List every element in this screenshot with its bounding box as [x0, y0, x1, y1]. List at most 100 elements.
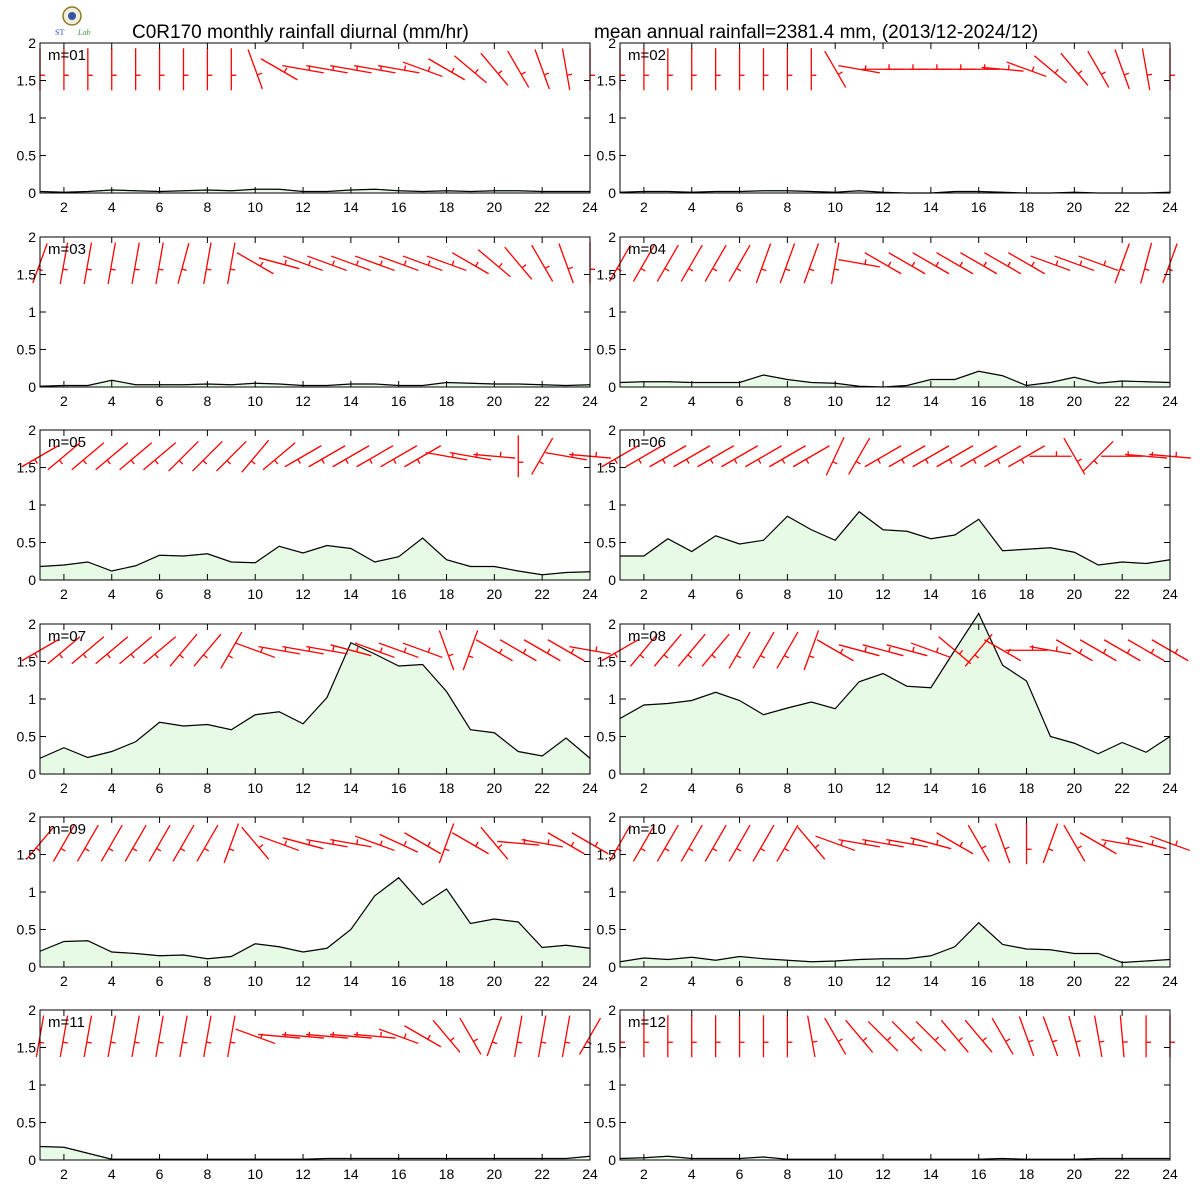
wind-barb	[680, 244, 703, 282]
x-tick-label: 20	[1067, 393, 1083, 409]
wind-barb	[247, 49, 264, 90]
y-tick-label: 0	[608, 959, 616, 975]
wind-barb	[131, 242, 140, 285]
wind-barb	[1005, 645, 1048, 651]
wind-barb	[260, 58, 298, 81]
wind-barb	[1042, 1016, 1059, 1057]
x-tick-label: 18	[439, 586, 455, 602]
x-tick-label: 16	[971, 780, 987, 796]
wind-barb	[838, 838, 880, 848]
wind-barb	[677, 633, 706, 667]
wind-barb	[1079, 639, 1117, 662]
wind-barb	[984, 252, 1022, 275]
wind-barb	[119, 636, 153, 665]
x-tick-label: 10	[827, 973, 843, 989]
wind-barb	[155, 1015, 164, 1058]
wind-barb	[1063, 437, 1086, 475]
wind-barb	[241, 826, 270, 860]
x-tick-label: 6	[156, 586, 164, 602]
wind-barb	[1029, 451, 1072, 457]
y-tick-label: 1	[28, 1077, 36, 1093]
wind-barb	[1169, 48, 1175, 91]
y-tick-label: 1.5	[597, 460, 617, 476]
wind-barb	[353, 1031, 396, 1039]
wind-barb	[517, 435, 524, 478]
x-tick-label: 18	[1019, 973, 1035, 989]
wind-barb	[984, 445, 1022, 468]
wind-barb	[438, 823, 455, 864]
rainfall-area	[40, 189, 590, 193]
wind-barb	[432, 1019, 461, 1053]
x-tick-label: 8	[203, 973, 211, 989]
wind-barb	[786, 48, 793, 91]
x-tick-label: 14	[923, 780, 939, 796]
wind-barb	[643, 1015, 649, 1058]
x-tick-label: 2	[60, 586, 68, 602]
wind-barb	[475, 639, 513, 662]
wind-barb	[306, 64, 348, 74]
wind-barb	[534, 49, 550, 90]
x-tick-label: 6	[156, 1166, 164, 1182]
wind-barb	[728, 631, 751, 669]
x-tick-label: 22	[1114, 1166, 1130, 1182]
wind-barb	[438, 630, 455, 671]
x-tick-label: 16	[391, 973, 407, 989]
wind-barb	[531, 244, 554, 282]
x-tick-label: 24	[582, 586, 598, 602]
wind-barb	[230, 48, 237, 91]
wind-barb	[1114, 243, 1130, 284]
y-tick-label: 0.5	[597, 342, 617, 358]
x-tick-label: 14	[343, 780, 359, 796]
x-tick-label: 12	[295, 1166, 311, 1182]
wind-barb	[715, 48, 721, 91]
y-tick-label: 1	[28, 110, 36, 126]
wind-barb	[100, 824, 123, 862]
x-tick-label: 22	[534, 199, 550, 215]
wind-barb	[480, 826, 509, 860]
wind-barb	[330, 644, 372, 657]
x-tick-label: 6	[736, 393, 744, 409]
wind-barb	[356, 445, 394, 468]
y-tick-label: 0	[28, 379, 36, 395]
wind-barb	[673, 445, 711, 468]
wind-barb	[824, 50, 847, 88]
wind-barb	[848, 437, 871, 475]
wind-barb	[649, 445, 687, 468]
x-tick-label: 24	[1162, 973, 1178, 989]
x-tick-label: 20	[1067, 780, 1083, 796]
wind-barb	[1025, 822, 1032, 865]
x-tick-label: 18	[439, 780, 455, 796]
wind-barb	[704, 824, 727, 862]
x-tick-label: 8	[203, 586, 211, 602]
wind-barb	[124, 824, 147, 862]
wind-barb	[697, 445, 735, 468]
x-tick-label: 8	[783, 973, 791, 989]
y-tick-label: 0.5	[597, 148, 617, 164]
x-tick-label: 2	[60, 780, 68, 796]
wind-barb	[203, 1015, 212, 1058]
wind-barb	[453, 55, 487, 84]
y-tick-label: 2	[28, 229, 36, 245]
wind-barb	[912, 252, 950, 275]
wind-barb	[504, 246, 533, 280]
x-tick-label: 20	[1067, 973, 1083, 989]
wind-barb	[721, 445, 759, 468]
wind-barb	[47, 636, 81, 665]
wind-barb	[236, 252, 274, 275]
wind-barb	[306, 645, 348, 655]
wind-barb	[451, 832, 489, 855]
wind-barb	[825, 436, 845, 476]
x-tick-label: 18	[439, 973, 455, 989]
wind-barb	[169, 633, 198, 667]
x-tick-label: 2	[640, 586, 648, 602]
wind-barb	[258, 645, 300, 655]
wind-barb	[119, 442, 153, 471]
x-tick-label: 10	[827, 393, 843, 409]
wind-barb	[258, 257, 300, 270]
x-tick-label: 16	[971, 586, 987, 602]
x-tick-label: 10	[247, 586, 263, 602]
rainfall-area	[40, 877, 590, 967]
wind-barb	[891, 1020, 923, 1052]
panel-label: m=10	[628, 821, 666, 838]
